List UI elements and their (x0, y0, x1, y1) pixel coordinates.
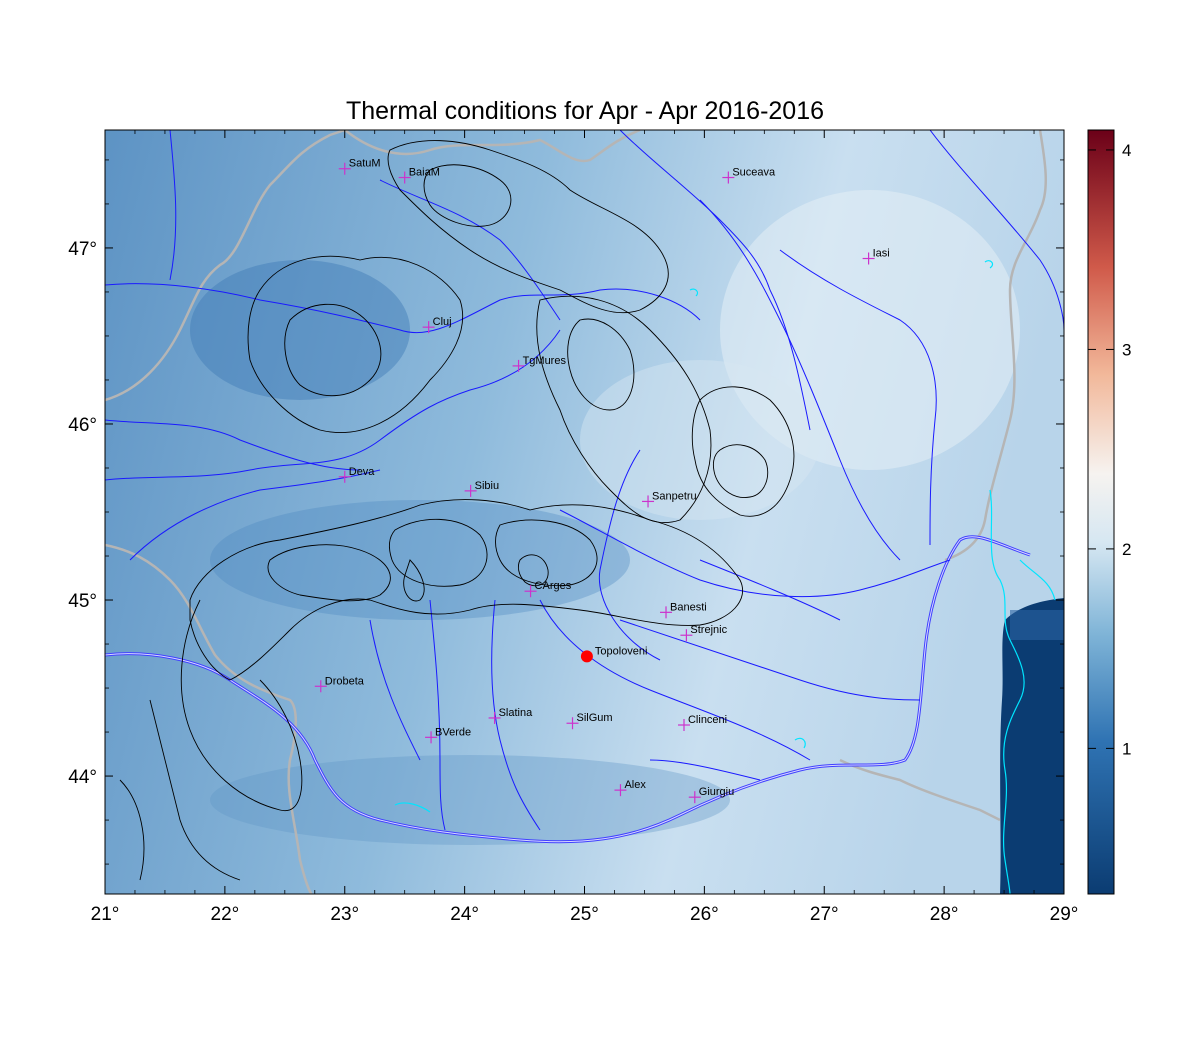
colorbar (1087, 129, 1115, 895)
x-tick-label: 26° (690, 904, 719, 925)
border-serbia (105, 543, 313, 894)
city-alex: Alex (614, 779, 646, 797)
city-iasi: Iasi (862, 248, 890, 265)
highlight-station: Topoloveni (580, 645, 648, 663)
x-tick-label: 22° (211, 904, 240, 925)
cool-zone-apuseni (190, 260, 410, 400)
x-tick-label: 27° (810, 904, 839, 925)
city-slatina: Slatina (488, 707, 534, 724)
city-label: Iasi (873, 248, 890, 260)
map-title: Thermal conditions for Apr - Apr 2016-20… (346, 97, 824, 125)
x-axis: 21° 22° 23° 24° 25° 26° 27° 28° 29° (91, 130, 1079, 925)
x-tick-label: 24° (450, 904, 479, 925)
colorbar-tick-label: 1 (1122, 739, 1131, 758)
city-giurgiu: Giurgiu (688, 786, 734, 804)
x-tick-label: 25° (570, 904, 599, 925)
city-label: SilGum (577, 712, 613, 724)
city-tgmures: TgMures (512, 355, 567, 372)
y-tick-label: 46° (68, 415, 97, 436)
city-label: BVerde (435, 726, 471, 738)
rivers (105, 130, 1064, 831)
city-markers: SatuM BaiaM Suceava Iasi Cluj TgMures Deva Sibi… (314, 158, 890, 804)
city-label: Sibiu (475, 480, 499, 492)
border-moldova (944, 130, 1048, 562)
city-label: Suceava (732, 167, 776, 179)
city-carges: CArges (524, 580, 572, 598)
city-label: BaiaM (409, 167, 440, 179)
city-cluj: Cluj (422, 316, 452, 334)
cool-zone-danube (210, 755, 730, 845)
map-panel: SatuM BaiaM Suceava Iasi Cluj TgMures Deva Sibi… (105, 130, 1064, 894)
cool-zone-south-carpathians (210, 500, 630, 620)
sea-shelf (1010, 610, 1064, 640)
black-sea (1000, 598, 1064, 894)
warm-zone-center (580, 360, 820, 520)
border-bulgaria (839, 758, 1001, 822)
x-tick-label: 29° (1050, 904, 1079, 925)
city-label: Cluj (433, 316, 452, 328)
y-axis: 44° 45° 46° 47° (68, 159, 1064, 865)
city-label: Drobeta (325, 675, 365, 687)
city-label: Deva (349, 466, 376, 478)
colorbar-ticks: 1 2 3 4 (1088, 141, 1131, 758)
city-deva: Deva (338, 466, 376, 483)
danube-river-inner (105, 536, 1031, 843)
y-tick-label: 44° (68, 767, 97, 788)
city-strejnic: Strejnic (680, 624, 728, 642)
city-label: Giurgiu (699, 786, 734, 798)
city-suceava: Suceava (722, 167, 776, 184)
city-label: Alex (624, 779, 646, 791)
topoloveni-label: Topoloveni (595, 645, 648, 657)
colorbar-tick-label: 4 (1122, 141, 1131, 160)
city-label: Sanpetru (652, 490, 697, 502)
city-drobeta: Drobeta (314, 675, 365, 693)
colorbar-tick-label: 2 (1122, 540, 1131, 559)
elevation-contours (119, 140, 795, 881)
city-label: Strejnic (690, 624, 727, 636)
city-sibiu: Sibiu (464, 480, 499, 497)
city-bverde: BVerde (425, 726, 471, 744)
lakes-coast (394, 260, 1056, 894)
x-tick-label: 21° (91, 904, 120, 925)
warm-zone-moldova (720, 190, 1020, 470)
city-sanpetru: Sanpetru (642, 490, 697, 508)
x-tick-label: 23° (330, 904, 359, 925)
topoloveni-marker (580, 650, 593, 663)
city-label: SatuM (349, 158, 381, 170)
city-satum: SatuM (338, 158, 381, 175)
city-label: Slatina (499, 707, 534, 719)
y-tick-label: 47° (68, 239, 97, 260)
city-clinceni: Clinceni (677, 714, 727, 732)
border-ukraine-north (344, 130, 641, 163)
city-banesti: Banesti (660, 601, 707, 619)
y-tick-label: 45° (68, 591, 97, 612)
city-label: Clinceni (688, 714, 727, 726)
city-label: Banesti (670, 601, 707, 613)
x-tick-label: 28° (930, 904, 959, 925)
city-silgum: SilGum (566, 712, 613, 730)
city-label: TgMures (523, 355, 567, 367)
colorbar-tick-label: 3 (1122, 340, 1131, 359)
city-label: CArges (535, 580, 572, 592)
city-baiam: BaiaM (398, 167, 440, 184)
border-hungary (105, 130, 346, 402)
